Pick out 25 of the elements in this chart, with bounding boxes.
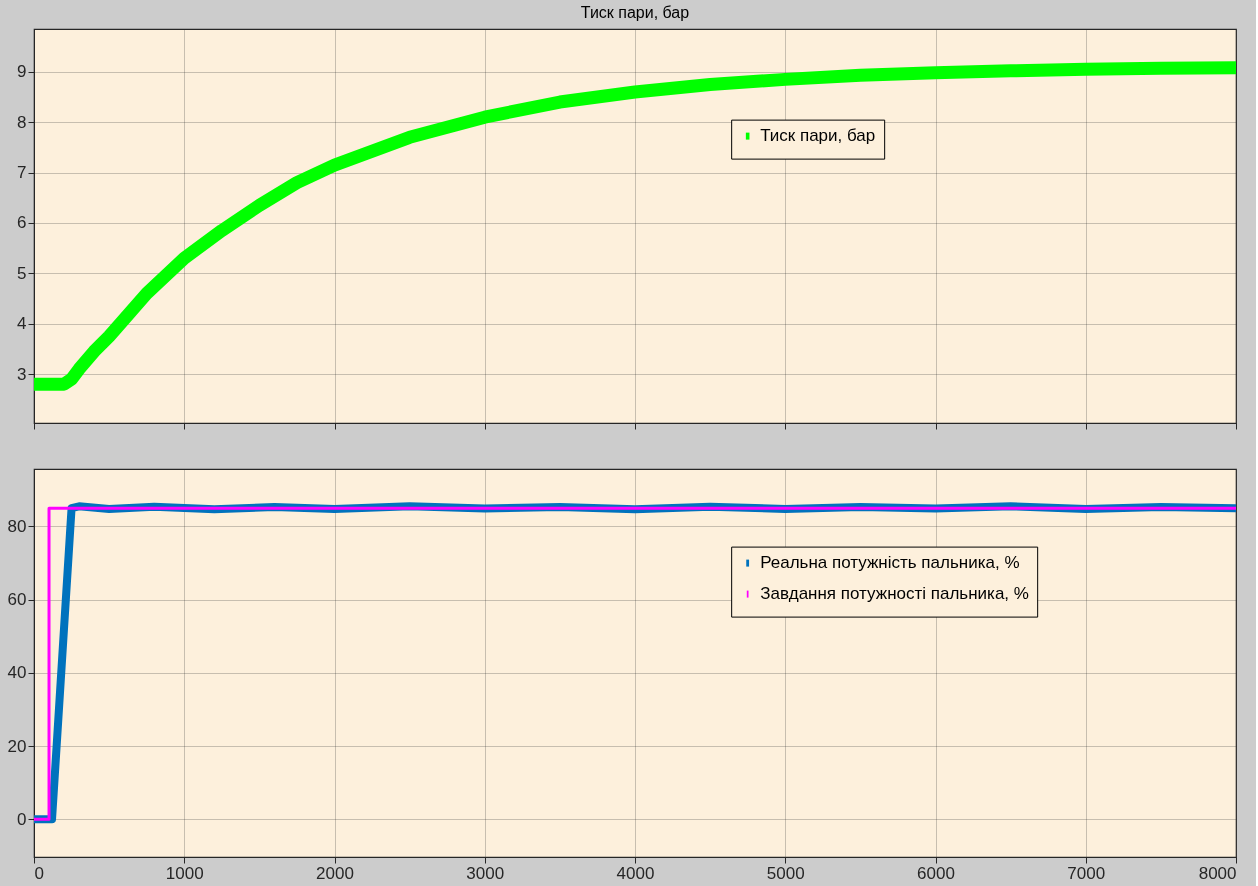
y-tick-label: 80 (7, 516, 27, 536)
x-tick-label: 4000 (616, 863, 655, 883)
x-tick-label: 2000 (316, 863, 354, 883)
y-tick-label: 20 (7, 736, 27, 756)
x-tick-label: 3000 (466, 863, 505, 883)
y-tick-label: 60 (7, 590, 27, 610)
y-tick-label: 40 (7, 663, 27, 683)
x-tick-label: 1000 (165, 863, 204, 883)
legend-label: Тиск пари, бар (760, 126, 876, 146)
y-tick-label: 9 (17, 62, 27, 82)
y-tick-label: 6 (17, 213, 27, 233)
chart-title: Тиск пари, бар (580, 4, 690, 21)
legend-label: Реальна потужність пальника, % (760, 553, 1020, 573)
y-tick-label: 4 (17, 314, 27, 334)
y-tick-label: 5 (17, 263, 27, 283)
y-tick-label: 3 (17, 364, 27, 384)
x-tick-label: 8000 (1198, 863, 1237, 883)
legend-label: Завдання потужності пальника, % (760, 584, 1029, 604)
x-tick-label: 5000 (766, 863, 805, 883)
y-tick-label: 7 (17, 163, 27, 183)
x-tick-label: 7000 (1067, 863, 1106, 883)
x-tick-label: 0 (34, 863, 44, 883)
y-tick-label: 0 (17, 809, 27, 829)
y-tick-label: 8 (17, 112, 27, 132)
x-tick-label: 6000 (917, 863, 955, 883)
